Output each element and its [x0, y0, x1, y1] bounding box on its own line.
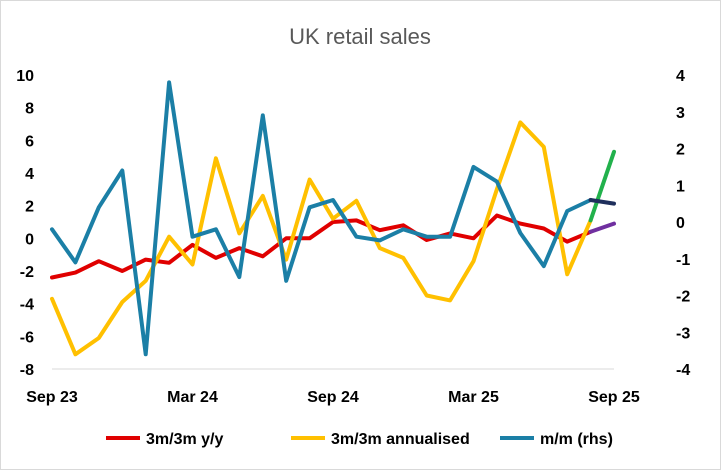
series-line-3m-3m-annualised — [50, 120, 593, 357]
y-left-tick-label: 10 — [16, 68, 34, 85]
y-right-tick-label: -4 — [676, 362, 690, 379]
y-right-tick-label: 1 — [676, 178, 685, 195]
y-left-tick-label: 8 — [25, 101, 34, 118]
y-left-tick-label: -8 — [20, 362, 34, 379]
series-line-segment-4 — [588, 198, 616, 206]
x-tick-label: Sep 23 — [26, 389, 78, 406]
x-tick-label: Mar 24 — [167, 389, 218, 406]
y-right-tick-label: 3 — [676, 105, 685, 122]
y-right-tick-label: 2 — [676, 142, 685, 159]
y-left-tick-label: 6 — [25, 133, 34, 150]
series-layer — [50, 80, 616, 357]
y-right-tick-label: -1 — [676, 252, 690, 269]
y-right-tick-label: -3 — [676, 325, 690, 342]
x-tick-label: Sep 24 — [307, 389, 359, 406]
y-left-tick-label: -2 — [20, 264, 34, 281]
x-tick-label: Mar 25 — [448, 389, 499, 406]
legend-label: 3m/3m annualised — [331, 431, 470, 448]
series-line-segment-3 — [588, 149, 616, 223]
y-left-tick-label: -6 — [20, 329, 34, 346]
y-left-tick-label: 2 — [25, 199, 34, 216]
chart-title: UK retail sales — [289, 24, 431, 49]
y-left-tick-label: -4 — [20, 297, 34, 314]
y-right-tick-label: 0 — [676, 215, 685, 232]
x-tick-label: Sep 25 — [588, 389, 640, 406]
y-right-tick-label: -2 — [676, 289, 690, 306]
series-line-m-m-rhs — [50, 80, 593, 357]
series-line-3m-3m-y-y — [50, 213, 593, 280]
legend-label: 3m/3m y/y — [146, 431, 223, 448]
legend: 3m/3m y/y 3m/3m annualised m/m (rhs) — [106, 431, 613, 448]
y-left-tick-label: 4 — [25, 166, 34, 183]
series-line-segment-5 — [588, 221, 616, 234]
y-left-tick-label: 0 — [25, 231, 34, 248]
y-right-tick-label: 4 — [676, 68, 685, 85]
legend-label: m/m (rhs) — [540, 431, 613, 448]
